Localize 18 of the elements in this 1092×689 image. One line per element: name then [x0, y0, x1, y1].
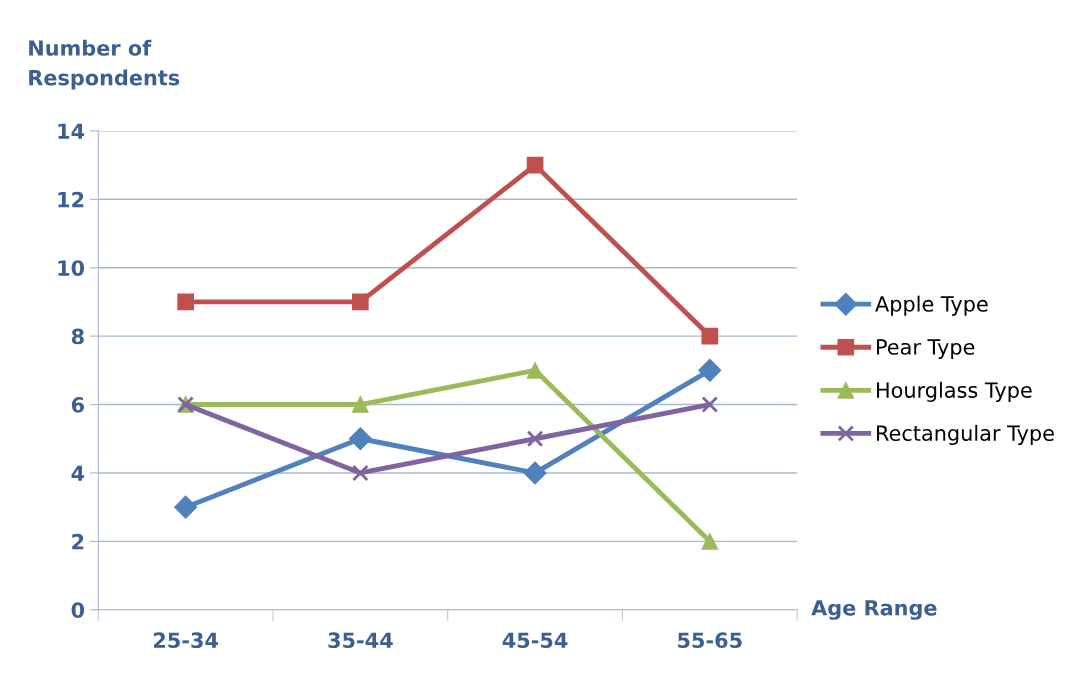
y-tick-label: 6: [71, 397, 84, 413]
y-axis-title: Number of Respondents: [29, 39, 180, 90]
y-tick-label: 14: [58, 123, 85, 139]
legend-label: Rectangular Type: [877, 424, 1054, 446]
x-tick-label: 55-65: [678, 632, 742, 649]
legend-label: Apple Type: [875, 295, 988, 316]
y-tick-label: 2: [72, 533, 84, 550]
x-tick-label: 25-34: [153, 632, 218, 649]
y-tick-label: 10: [58, 260, 85, 276]
x-axis-title: Age Range: [811, 600, 937, 620]
x-tick-label: 35-44: [328, 632, 393, 649]
legend-label: Hourglass Type: [877, 381, 1032, 402]
legend-label: Pear Type: [877, 339, 975, 359]
y-tick-label: 8: [71, 328, 84, 345]
y-tick-label: 0: [71, 602, 85, 618]
y-tick-label: 4: [71, 465, 85, 481]
x-tick-label: 45-54: [502, 632, 568, 649]
y-tick-label: 12: [58, 191, 84, 208]
